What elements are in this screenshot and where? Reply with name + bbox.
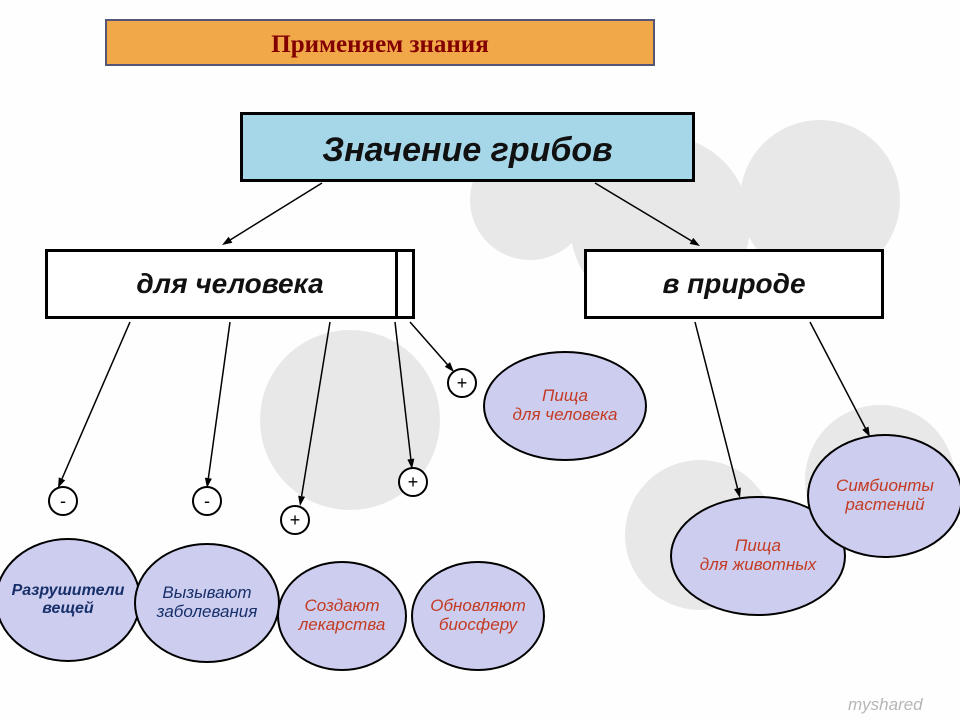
- title-box: Значение грибов: [240, 112, 695, 182]
- box-nature-label: в природе: [662, 268, 805, 300]
- sign-plus3: +: [280, 505, 310, 535]
- sign-minus1: -: [48, 486, 78, 516]
- sign-plus4b: +: [447, 368, 477, 398]
- diagram-stage: Применяем знания Значение грибов для челов…: [0, 0, 960, 720]
- box-nature: в природе: [584, 249, 884, 319]
- node-food_human: Пища для человека: [483, 351, 647, 461]
- sign-plus4a: +: [398, 467, 428, 497]
- box-human-divider: [395, 249, 398, 319]
- node-diseases: Вызывают заболевания: [134, 543, 280, 663]
- sign-minus2: -: [192, 486, 222, 516]
- node-medicine: Создают лекарства: [277, 561, 407, 671]
- node-destroyers: Разрушители вещей: [0, 538, 141, 662]
- watermark: myshared: [848, 695, 923, 715]
- node-biosphere: Обновляют биосферу: [411, 561, 545, 671]
- header-box: Применяем знания: [105, 19, 655, 66]
- node-symbionts: Симбионты растений: [807, 434, 960, 558]
- box-human: для человека: [45, 249, 415, 319]
- box-human-label: для человека: [136, 268, 323, 300]
